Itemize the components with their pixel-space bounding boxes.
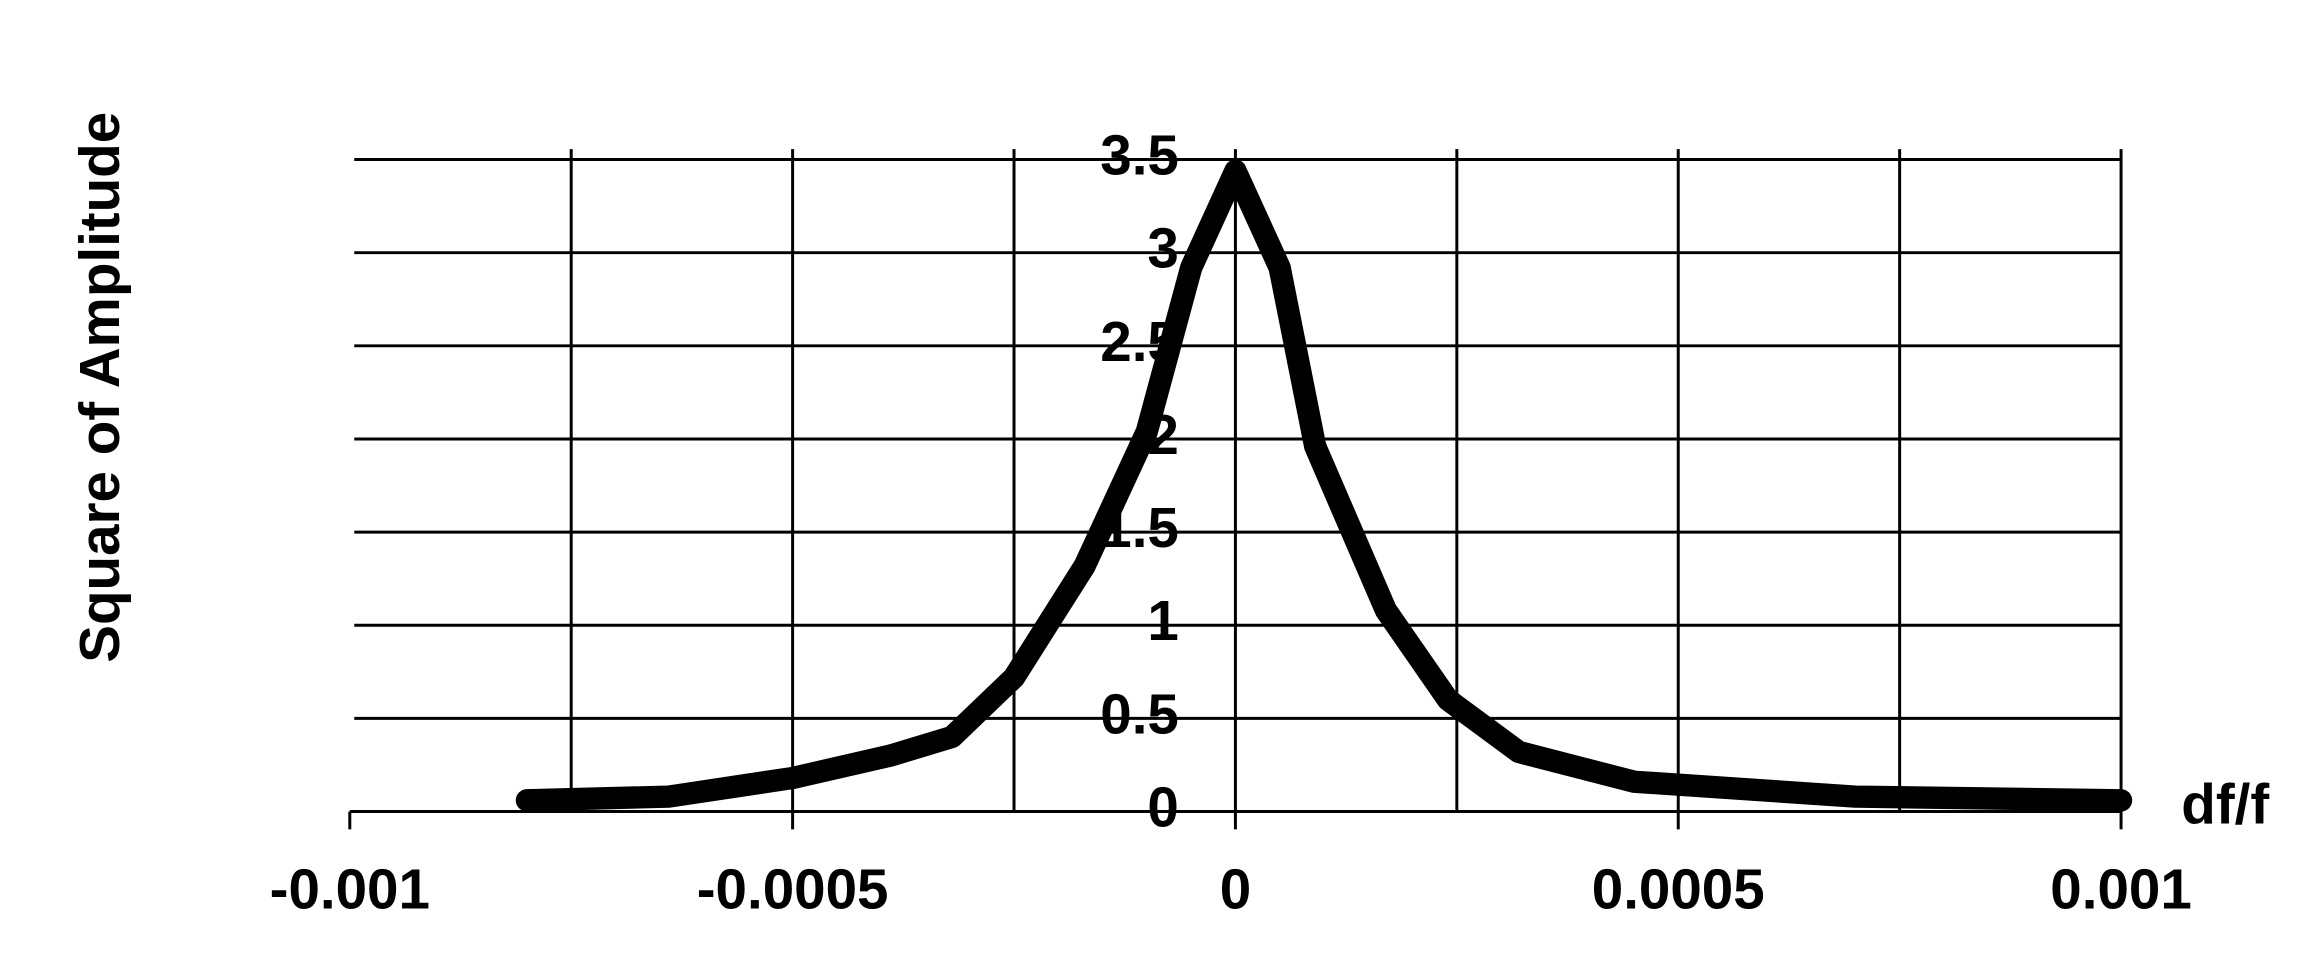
x-tick-label: -0.0005 <box>697 857 889 920</box>
y-tick-label: 3 <box>1147 217 1178 280</box>
y-tick-label: 0.5 <box>1100 682 1179 745</box>
y-axis-label: Square of Amplitude <box>68 112 131 663</box>
x-tick-label: -0.001 <box>270 857 430 920</box>
y-tick-label: 1 <box>1147 589 1178 652</box>
y-tick-label: 3.5 <box>1100 123 1179 186</box>
x-axis-label: df/f <box>2181 772 2269 835</box>
x-tick-label: 0.0005 <box>1592 857 1765 920</box>
y-tick-label: 0 <box>1147 775 1178 838</box>
x-tick-label: 0.001 <box>2050 857 2192 920</box>
data-line <box>515 159 2133 812</box>
x-tick-label: 0 <box>1220 857 1251 920</box>
